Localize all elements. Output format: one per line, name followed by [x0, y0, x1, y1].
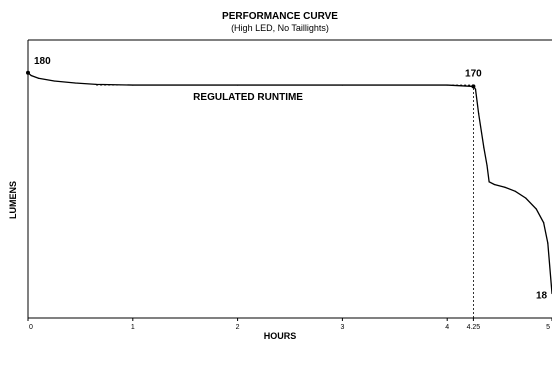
data-point-0-5: [95, 83, 97, 85]
series-line-0: [27, 72, 552, 294]
data-point-0-19: [525, 197, 527, 199]
data-point-0-4: [74, 82, 76, 84]
annotation-2: REGULATED RUNTIME: [193, 92, 303, 103]
data-point-0-11: [474, 88, 477, 90]
data-point-0-9: [446, 84, 448, 86]
chart-title: PERFORMANCE CURVE: [222, 11, 338, 22]
data-point-0-22: [547, 242, 549, 244]
data-point-0-2: [37, 77, 40, 79]
data-point-0-17: [504, 186, 506, 188]
data-point-0-6: [132, 84, 134, 86]
plot-area: [27, 39, 552, 319]
data-point-0-12: [478, 113, 480, 115]
series-layer: [26, 70, 552, 295]
annotation-1: 170: [465, 68, 482, 79]
annotations: 180 170 REGULATED RUNTIME 18: [34, 56, 548, 302]
data-point-0-13: [483, 147, 485, 149]
data-point-0-1: [30, 74, 32, 77]
chart-subtitle: (High LED, No Taillights): [231, 23, 329, 33]
x-tick-label-6: 5: [546, 324, 550, 331]
data-point-0-18: [514, 190, 516, 192]
data-point-0-21: [543, 222, 545, 224]
key-marker-1: [471, 84, 476, 89]
data-point-0-8: [341, 84, 343, 86]
x-axis-ticks: 0 1 2 3 4 4.25 5: [27, 318, 552, 331]
data-point-0-16: [493, 183, 495, 186]
reference-lines: [96, 84, 474, 318]
annotation-3: 18: [536, 290, 548, 301]
key-marker-0: [26, 70, 30, 75]
data-point-0-14: [486, 164, 488, 167]
data-point-0-15: [488, 181, 490, 183]
x-tick-label-1: 1: [131, 324, 135, 331]
y-axis-label: LUMENS: [8, 181, 18, 219]
x-tick-label-2: 2: [236, 324, 240, 331]
data-point-0-20: [535, 208, 537, 210]
x-tick-label-4: 4: [445, 324, 449, 331]
x-tick-label-0: 0: [29, 324, 33, 331]
annotation-0: 180: [34, 56, 51, 67]
data-point-0-7: [237, 84, 239, 86]
x-tick-label-5: 4.25: [467, 324, 481, 331]
x-tick-label-3: 3: [340, 324, 344, 331]
x-axis-label: HOURS: [264, 331, 297, 341]
data-point-0-3: [53, 80, 55, 82]
